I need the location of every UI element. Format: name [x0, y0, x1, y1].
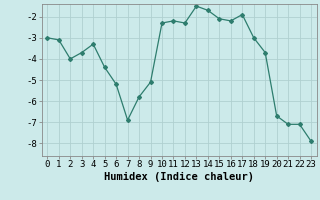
X-axis label: Humidex (Indice chaleur): Humidex (Indice chaleur) — [104, 172, 254, 182]
